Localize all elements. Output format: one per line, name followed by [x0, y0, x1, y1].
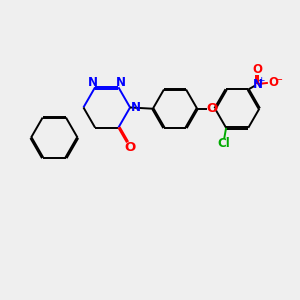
Text: O: O	[206, 102, 218, 115]
Text: O: O	[124, 141, 135, 154]
Text: N: N	[130, 101, 140, 114]
Text: O: O	[253, 63, 262, 76]
Text: Cl: Cl	[218, 137, 230, 150]
Text: N: N	[253, 78, 262, 91]
Text: O: O	[268, 76, 278, 89]
Text: +: +	[257, 76, 265, 85]
Text: N: N	[87, 76, 98, 89]
Text: −: −	[274, 75, 283, 85]
Text: N: N	[116, 76, 126, 89]
